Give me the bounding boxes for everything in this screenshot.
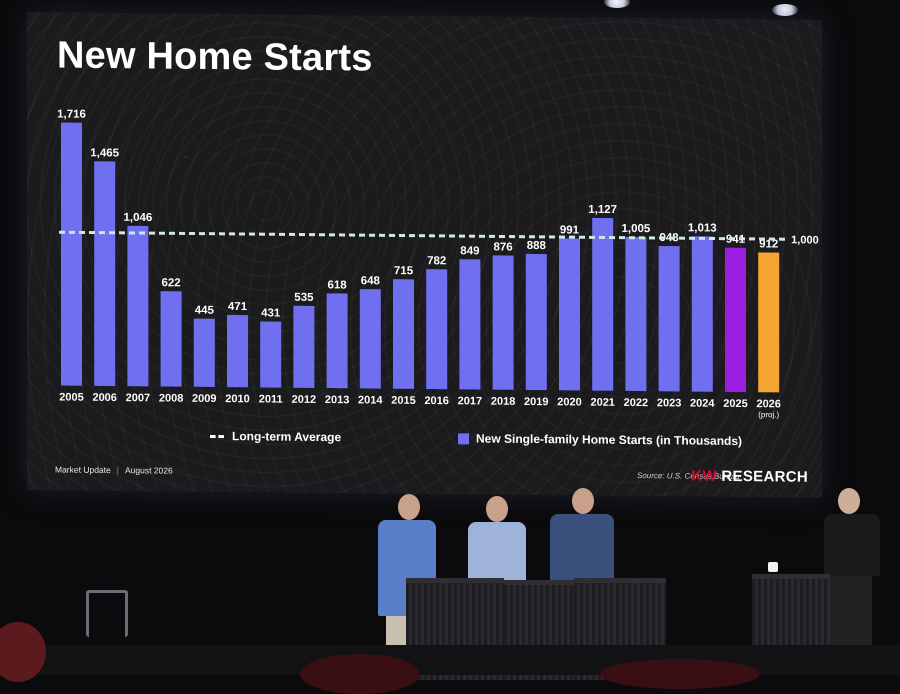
bar-value-label: 1,716 (57, 108, 86, 120)
bar-value-label: 1,465 (90, 147, 119, 159)
kw-research-logo: KW RESEARCH (691, 468, 808, 486)
bar-2010 (227, 314, 248, 388)
x-tick-label: 2014 (358, 394, 383, 406)
coffee-mug (768, 562, 778, 572)
stage-scene (0, 488, 900, 694)
bar-value-label: 782 (427, 255, 446, 267)
bar-value-label: 648 (361, 275, 381, 287)
dashed-line-icon (210, 434, 224, 438)
presenter-head (572, 488, 594, 514)
bar-2024 (691, 236, 713, 392)
bar-value-label: 1,013 (688, 222, 717, 234)
bar-2023 (658, 245, 680, 392)
bar-value-label: 912 (759, 238, 778, 250)
footer-market-update: Market Update (55, 464, 111, 475)
audience-head (300, 654, 420, 694)
logo-kw: KW (691, 467, 717, 485)
bar-2014 (359, 289, 381, 389)
x-tick-label: 2023 (657, 397, 681, 409)
bar-2020 (559, 238, 580, 391)
legend-swatch (458, 432, 469, 444)
bar-2007 (127, 225, 149, 387)
legend-series-label: New Single-family Home Starts (in Thousa… (476, 431, 743, 449)
x-tick-label: 2016 (424, 395, 448, 407)
bar-2019 (525, 253, 547, 391)
bar-value-label: 431 (261, 307, 281, 319)
x-tick-label: 2006 (92, 392, 116, 404)
bar-2013 (326, 293, 348, 389)
x-tick-label: 2007 (126, 392, 150, 404)
bar-value-label: 991 (560, 224, 580, 236)
presenter-tshirt (824, 514, 880, 576)
bar-chart: 1,716 2005 1,465 2006 1,046 2007 622 2008 445 200… (57, 108, 819, 419)
bar-2022 (625, 236, 647, 392)
x-tick-label: 2013 (325, 394, 349, 406)
presenter-head (838, 488, 860, 514)
bar-value-label: 1,005 (622, 223, 651, 235)
bar-2015 (393, 279, 414, 389)
bar-value-label: 1,127 (588, 204, 617, 216)
x-tick-label: 2019 (524, 396, 548, 408)
presenter-head (486, 496, 508, 522)
x-tick-note: (proj.) (758, 410, 779, 419)
x-tick-label: 2005 (59, 391, 83, 403)
x-tick-label: 2025 (723, 398, 747, 410)
bar-2016 (426, 269, 448, 390)
x-tick-label: 2008 (159, 392, 183, 404)
bar-2017 (459, 259, 481, 390)
bar-2026 (758, 252, 780, 393)
legend-average-label: Long-term Average (232, 429, 342, 445)
x-tick-label: 2024 (690, 398, 715, 410)
x-tick-label: 2009 (192, 393, 216, 405)
bar-value-label: 535 (294, 292, 314, 304)
bar-2012 (293, 305, 315, 388)
bar-value-label: 471 (228, 301, 248, 313)
footer-date: August 2026 (124, 465, 173, 476)
presenter-legs (830, 576, 872, 646)
ceiling-light (772, 4, 798, 16)
presentation-screen: New Home Starts 1,716 2005 1,465 2006 1,046 2… (27, 12, 822, 498)
bar-2005 (61, 122, 82, 386)
bar-2009 (193, 318, 215, 387)
x-tick-label: 2010 (225, 393, 249, 405)
logo-research: RESEARCH (716, 467, 808, 486)
bar-2011 (260, 321, 282, 388)
x-tick-label: 2018 (491, 396, 515, 408)
bar-2018 (492, 255, 514, 390)
stage-floor (0, 645, 900, 675)
x-tick-label: 2012 (292, 394, 316, 406)
bar-2008 (160, 291, 182, 387)
bar-2021 (592, 217, 614, 391)
ceiling-light (604, 0, 630, 8)
bar-value-label: 715 (394, 265, 414, 277)
bar-2006 (94, 161, 116, 387)
bar-value-label: 849 (460, 245, 479, 257)
legend-series: New Single-family Home Starts (in Thousa… (458, 431, 742, 448)
bar-value-label: 941 (726, 234, 746, 246)
bar-value-label: 445 (195, 305, 215, 317)
x-tick-label: 2021 (590, 397, 614, 409)
bar-2025 (725, 247, 746, 393)
audience-head (0, 622, 46, 682)
x-tick-label: 2020 (557, 396, 581, 408)
x-tick-label: 2022 (624, 397, 648, 409)
bar-value-label: 876 (494, 241, 513, 253)
stage-chair (86, 590, 128, 637)
audience-head (600, 659, 760, 689)
x-tick-label: 2026 (756, 398, 780, 410)
legend-average: Long-term Average (210, 429, 341, 444)
average-line (59, 230, 788, 241)
podium (752, 574, 830, 649)
footer-left: Market Update | August 2026 (55, 464, 173, 476)
x-tick-label: 2011 (259, 393, 283, 405)
x-tick-label: 2017 (458, 395, 482, 407)
bar-value-label: 1,046 (124, 212, 153, 224)
presenter-sweater (468, 522, 526, 582)
bar-value-label: 618 (328, 279, 348, 291)
x-tick-label: 2015 (391, 395, 415, 407)
bar-value-label: 622 (162, 277, 181, 289)
presenter-head (398, 494, 420, 520)
bar-value-label: 888 (527, 240, 547, 252)
average-line-label: 1,000 (791, 234, 819, 246)
